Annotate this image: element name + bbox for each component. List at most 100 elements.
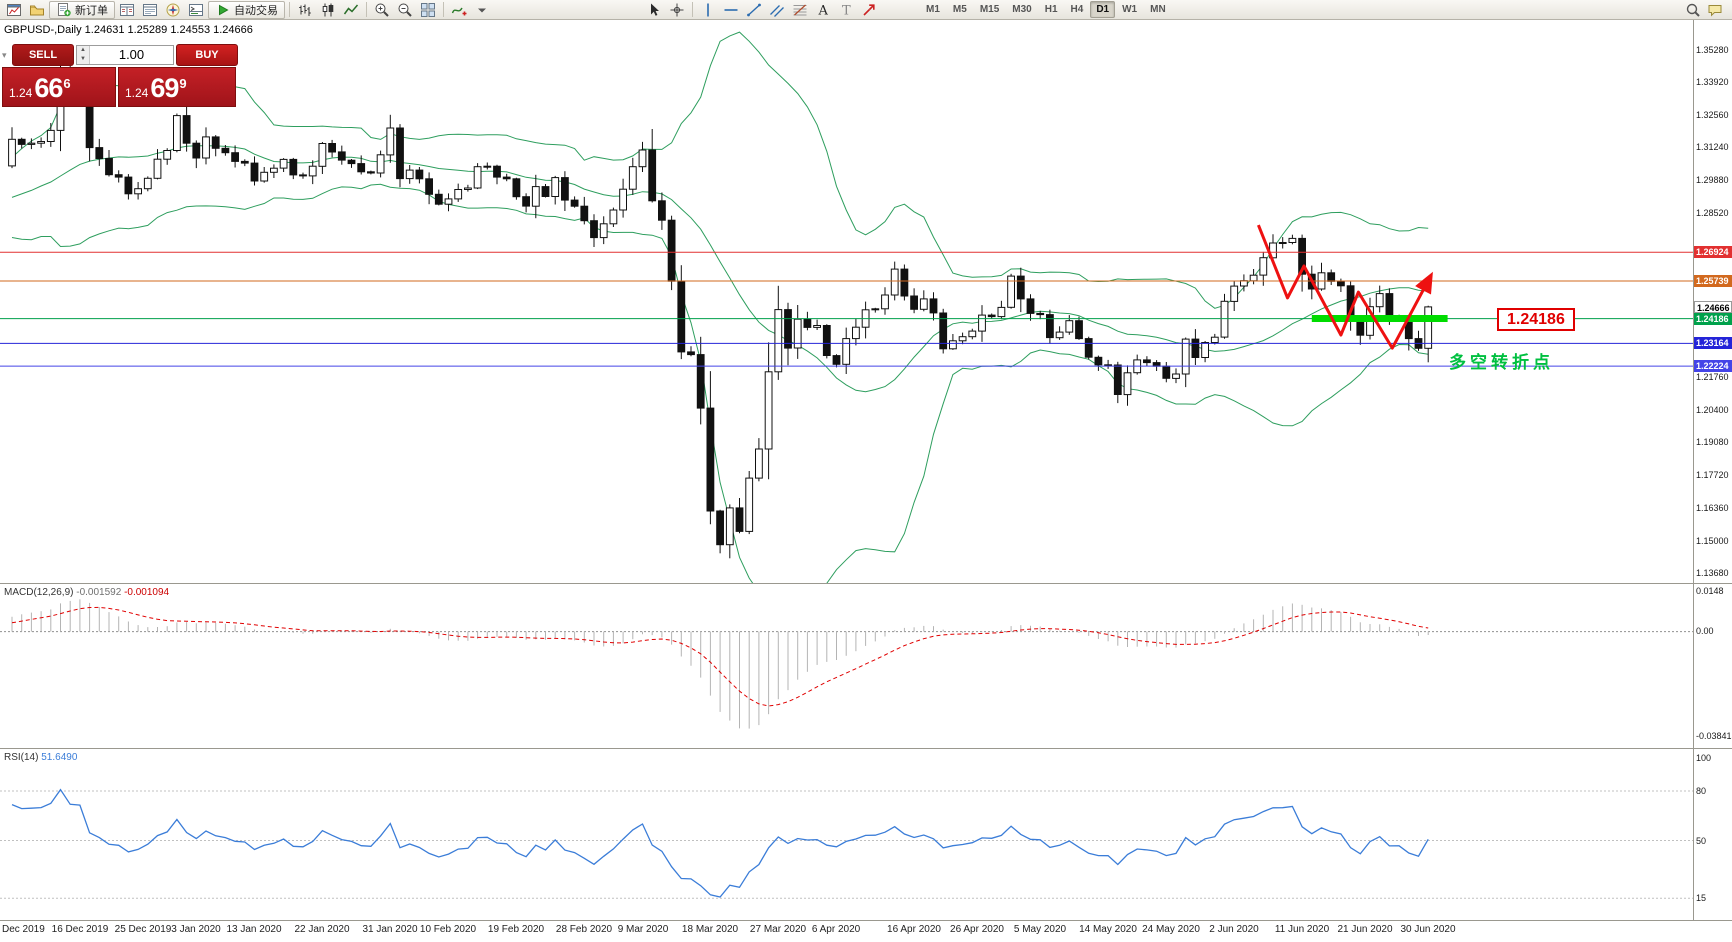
rsi-pane[interactable]: [0, 749, 1694, 920]
time-axis-label: 13 Jan 2020: [226, 924, 282, 935]
time-axis-label: 31 Jan 2020: [362, 924, 418, 935]
price-axis-tick: 1.33920: [1696, 77, 1729, 88]
timeframe-M5[interactable]: M5: [952, 4, 967, 15]
time-axis-label: 21 Jun 2020: [1337, 924, 1393, 935]
timeframe-M1[interactable]: M1: [926, 4, 940, 15]
line-chart-mode-icon[interactable]: [340, 1, 362, 19]
price-axis-badge: 1.22224: [1694, 360, 1732, 373]
timeframe-D1[interactable]: D1: [1090, 1, 1116, 18]
timeframe-H4[interactable]: H4: [1070, 4, 1084, 15]
volume-value[interactable]: 1.00: [118, 47, 145, 62]
price-axis-badge: 1.23164: [1694, 337, 1732, 350]
time-axis-label: 18 Mar 2020: [681, 924, 739, 935]
trendline-icon[interactable]: [743, 1, 765, 19]
buy-price[interactable]: 1.24 69 9: [118, 67, 236, 107]
price-axis-tick: 1.31240: [1696, 142, 1729, 153]
buy-button[interactable]: BUY: [176, 44, 238, 66]
zoom-out-icon[interactable]: [394, 1, 416, 19]
price-axis-tick: 1.32560: [1696, 110, 1729, 121]
time-axis-label: 27 Mar 2020: [749, 924, 807, 935]
terminal-icon[interactable]: [185, 1, 207, 19]
timeframe-M30[interactable]: M30: [1012, 4, 1032, 15]
candlestick-mode-icon[interactable]: [317, 1, 339, 19]
time-axis-label: Dec 2019: [2, 924, 45, 935]
community-icon[interactable]: [1704, 1, 1726, 19]
rsi-axis-label: 15: [1696, 893, 1707, 904]
time-axis-label: 16 Apr 2020: [887, 924, 941, 935]
macd-header: MACD(12,26,9) -0.001592 -0.001094: [4, 587, 169, 598]
price-axis-tick: 1.28520: [1696, 208, 1729, 219]
zoom-in-icon[interactable]: [371, 1, 393, 19]
time-axis[interactable]: [0, 921, 1732, 942]
sell-price[interactable]: 1.24 66 6: [2, 67, 116, 107]
auto-trading-button[interactable]: 自动交易: [208, 0, 285, 19]
new-order-label: 新订单: [75, 4, 108, 17]
time-axis-label: 5 May 2020: [1013, 924, 1067, 935]
macd-main-value: -0.001592: [76, 587, 122, 598]
axis-separator: [1693, 20, 1694, 942]
fibonacci-icon[interactable]: [789, 1, 811, 19]
bar-chart-mode-icon[interactable]: [294, 1, 316, 19]
navigator-icon[interactable]: [162, 1, 184, 19]
price-axis-tick: 1.21760: [1696, 371, 1729, 382]
text-icon[interactable]: A: [812, 1, 834, 19]
rsi-line: [11, 788, 1429, 898]
macd-title: MACD(12,26,9): [4, 587, 74, 598]
toolbar-separator: [443, 2, 444, 17]
price-axis-tick: 1.19080: [1696, 436, 1729, 447]
vertical-line-icon[interactable]: [697, 1, 719, 19]
channel-icon[interactable]: [766, 1, 788, 19]
toolbar-separator: [692, 2, 693, 17]
market-watch-icon[interactable]: [116, 1, 138, 19]
toolbar-separator: [289, 2, 290, 17]
data-window-icon[interactable]: [139, 1, 161, 19]
time-axis-label: 16 Dec 2019: [51, 924, 109, 935]
time-axis-label: 11 Jun 2020: [1274, 924, 1330, 935]
timeframe-H1[interactable]: H1: [1044, 4, 1058, 15]
price-axis-tick: 1.15000: [1696, 535, 1729, 546]
one-click-collapse-icon[interactable]: ▾: [2, 49, 7, 60]
price-axis-badge: 1.24186: [1694, 312, 1732, 325]
bollinger-upper-band: [11, 31, 1429, 309]
pane-separator[interactable]: [0, 583, 1732, 584]
turning-point-label[interactable]: 多空转折点: [1449, 353, 1554, 372]
new-chart-icon[interactable]: [3, 1, 25, 19]
resistance-price-label[interactable]: 1.24186: [1497, 308, 1575, 331]
horizontal-line-icon[interactable]: [720, 1, 742, 19]
profiles-icon[interactable]: [26, 1, 48, 19]
auto-trading-label: 自动交易: [234, 4, 278, 17]
volume-spinner: ▲ ▼: [77, 46, 90, 64]
text-label-icon[interactable]: T: [835, 1, 857, 19]
pane-separator[interactable]: [0, 920, 1732, 921]
pane-separator[interactable]: [0, 748, 1732, 749]
rsi-title: RSI(14): [4, 752, 39, 763]
volume-down-icon[interactable]: ▼: [77, 55, 89, 64]
price-axis-tick: 1.29880: [1696, 175, 1729, 186]
price-axis-badge: 1.25739: [1694, 275, 1732, 287]
volume-stepper[interactable]: ▲ ▼ 1.00: [76, 45, 174, 65]
indicators-dropdown-icon[interactable]: [471, 1, 493, 19]
main-price-pane[interactable]: [0, 20, 1694, 584]
one-click-trading-panel: ▾ SELL ▲ ▼ 1.00 BUY 1.24 66 6 1.24 69 9: [2, 44, 238, 107]
volume-up-icon[interactable]: ▲: [77, 46, 89, 55]
macd-signal-value: -0.001094: [124, 587, 170, 598]
macd-axis-zero: 0.00: [1696, 626, 1714, 636]
svg-text:T: T: [842, 3, 851, 18]
crosshair-icon[interactable]: [666, 1, 688, 19]
price-axis-tick: 1.13680: [1696, 567, 1729, 578]
indicators-icon[interactable]: [448, 1, 470, 19]
time-axis-label: 26 Apr 2020: [950, 924, 1004, 935]
sell-button[interactable]: SELL: [12, 44, 74, 66]
tile-windows-icon[interactable]: [417, 1, 439, 19]
timeframe-MN[interactable]: MN: [1150, 4, 1166, 15]
arrows-icon[interactable]: [858, 1, 880, 19]
cursor-icon[interactable]: [643, 1, 665, 19]
timeframe-M15[interactable]: M15: [979, 4, 1000, 15]
chart-ohlc-header: GBPUSD-,Daily 1.24631 1.25289 1.24553 1.…: [4, 24, 253, 36]
search-icon[interactable]: [1682, 1, 1704, 19]
macd-pane[interactable]: [0, 584, 1694, 748]
new-order-button[interactable]: 新订单: [49, 0, 115, 19]
zigzag-annotation[interactable]: [1257, 224, 1433, 350]
macd-signal-line: [11, 606, 1429, 707]
timeframe-W1[interactable]: W1: [1122, 4, 1138, 15]
